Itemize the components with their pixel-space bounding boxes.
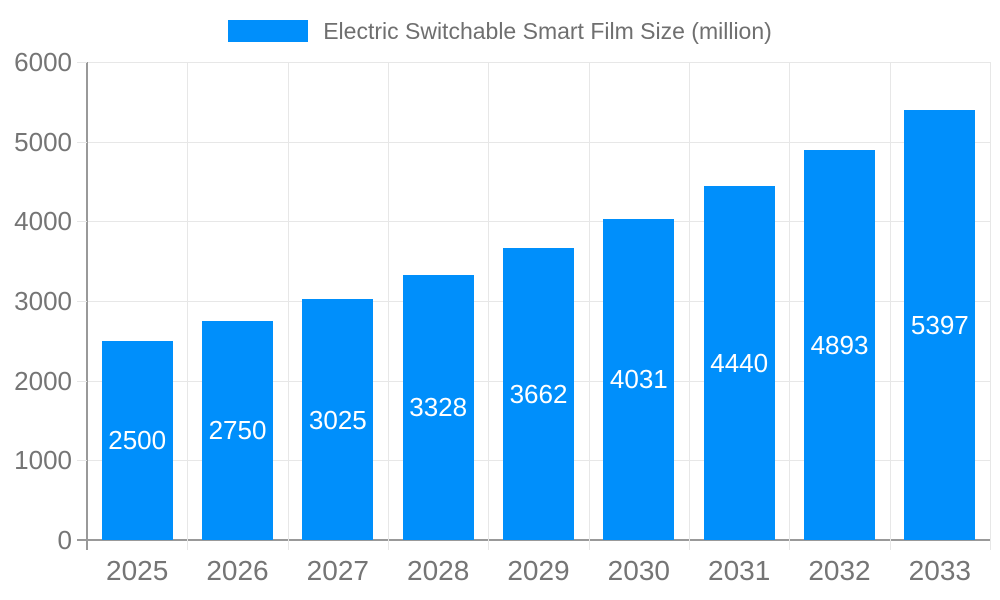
x-tick xyxy=(187,540,189,550)
bar[interactable] xyxy=(804,150,875,540)
y-tick-label: 2000 xyxy=(14,365,72,396)
v-gridline xyxy=(889,62,891,540)
x-tick xyxy=(287,540,289,550)
bar-value-label: 3025 xyxy=(308,404,367,435)
x-axis-line xyxy=(87,539,990,541)
x-tick xyxy=(990,540,991,550)
bar-value-label: 5397 xyxy=(910,310,969,341)
h-gridline xyxy=(87,221,990,223)
y-tick-label: 3000 xyxy=(14,286,72,316)
y-tick xyxy=(77,62,87,63)
x-tick-label: 2025 xyxy=(106,555,169,586)
y-tick xyxy=(77,380,87,382)
y-tick xyxy=(77,460,87,462)
bar-value-label: 2500 xyxy=(108,425,167,456)
x-tick xyxy=(86,540,88,550)
bar-value-label: 4893 xyxy=(810,330,869,361)
x-tick-label: 2032 xyxy=(808,555,871,586)
x-tick xyxy=(689,540,690,550)
y-tick-label: 4000 xyxy=(14,206,72,237)
bar-value-label: 4440 xyxy=(710,348,769,379)
x-tick-label: 2029 xyxy=(507,555,570,586)
x-tick-label: 2033 xyxy=(908,555,971,586)
plot-area: 2500 2750 3025 3328 3662 4031 4440 4893 5397 xyxy=(86,62,991,541)
x-tick xyxy=(789,540,791,550)
bar[interactable] xyxy=(603,218,675,540)
chart-legend[interactable]: Electric Switchable Smart Film Size (mil… xyxy=(0,19,1000,43)
legend-label: Electric Switchable Smart Film Size (mil… xyxy=(323,18,772,44)
v-gridline xyxy=(187,62,189,540)
h-gridline xyxy=(87,141,990,143)
y-tick xyxy=(77,141,87,143)
y-tick xyxy=(77,301,87,302)
legend-swatch xyxy=(228,20,309,42)
y-tick-label: 6000 xyxy=(14,47,72,77)
x-tick xyxy=(588,540,590,550)
v-gridline xyxy=(588,62,590,540)
x-tick-label: 2031 xyxy=(708,555,771,586)
x-tick-label: 2030 xyxy=(607,555,670,586)
v-gridline xyxy=(990,62,991,540)
h-gridline xyxy=(87,62,990,63)
bar[interactable] xyxy=(503,248,574,540)
v-gridline xyxy=(789,62,791,540)
bar[interactable] xyxy=(101,340,173,540)
bar-value-label: 4031 xyxy=(609,364,668,395)
y-tick-label: 5000 xyxy=(14,126,72,157)
y-tick-label: 1000 xyxy=(14,445,72,476)
y-tick xyxy=(77,539,87,541)
v-gridline xyxy=(287,62,289,540)
bar[interactable] xyxy=(302,299,374,540)
x-tick xyxy=(388,540,389,550)
bar-value-label: 3662 xyxy=(509,379,568,410)
y-axis-line xyxy=(86,62,88,540)
x-tick-label: 2028 xyxy=(407,555,470,586)
bar[interactable] xyxy=(202,320,273,540)
x-tick-label: 2027 xyxy=(306,555,369,586)
bar-value-label: 3328 xyxy=(409,392,468,423)
x-tick-label: 2026 xyxy=(206,555,269,586)
x-tick xyxy=(488,540,490,550)
bar[interactable] xyxy=(904,110,976,540)
x-tick xyxy=(889,540,891,550)
v-gridline xyxy=(388,62,389,540)
v-gridline xyxy=(488,62,490,540)
bar[interactable] xyxy=(703,186,775,540)
bar-value-label: 2750 xyxy=(208,415,267,446)
y-tick xyxy=(77,221,87,223)
v-gridline xyxy=(689,62,690,540)
bar[interactable] xyxy=(402,274,474,540)
y-tick-label: 0 xyxy=(57,525,72,555)
